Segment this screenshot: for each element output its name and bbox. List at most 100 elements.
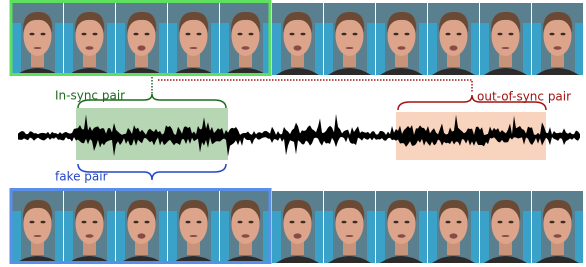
frame-left-panel (532, 23, 541, 75)
frame-right-panel (471, 23, 479, 75)
eye (134, 33, 139, 36)
eye (446, 33, 451, 36)
mouth (34, 235, 42, 237)
frame-left-panel (168, 23, 177, 75)
video-frame (532, 191, 583, 263)
eye (550, 33, 555, 36)
frame-right-panel (523, 23, 531, 75)
mouth (34, 47, 42, 49)
frame-left-panel (12, 23, 21, 75)
eye (197, 221, 202, 224)
frame-left-panel (428, 211, 437, 263)
eye (186, 33, 191, 36)
video-frame (428, 191, 479, 263)
frame-right-panel (107, 211, 115, 263)
video-frame (220, 3, 271, 75)
frame-left-panel (64, 211, 73, 263)
video-frame (12, 191, 63, 263)
frame-left-panel (532, 211, 541, 263)
frame-right-panel (367, 23, 375, 75)
video-frame (272, 3, 323, 75)
eye (186, 221, 191, 224)
eye (498, 33, 503, 36)
eye (30, 221, 35, 224)
eye (197, 33, 202, 36)
frame-right-panel (55, 211, 63, 263)
mouth (502, 235, 510, 237)
mouth (346, 47, 354, 49)
eye (238, 33, 243, 36)
eye (82, 33, 87, 36)
mouth (190, 235, 198, 237)
eye (405, 33, 410, 36)
eye (353, 33, 358, 36)
mouth (346, 235, 354, 237)
eye (394, 221, 399, 224)
eye (249, 33, 254, 36)
mouth (138, 233, 146, 238)
video-frame (64, 191, 115, 263)
mouth (294, 45, 302, 50)
frame-left-panel (220, 23, 229, 75)
video-frame (220, 191, 271, 263)
eye (82, 221, 87, 224)
mouth (86, 46, 94, 50)
frame-right-panel (159, 23, 167, 75)
video-frame (168, 3, 219, 75)
video-frame (168, 191, 219, 263)
mouth (190, 47, 198, 49)
video-frame (324, 3, 375, 75)
diagram: In-sync pair out-of-sync pair fake pair (0, 0, 586, 267)
frame-left-panel (64, 23, 73, 75)
fake-label: fake pair (55, 170, 108, 184)
frame-right-panel (575, 23, 583, 75)
mouth (554, 234, 562, 238)
eye (394, 33, 399, 36)
frame-left-panel (376, 211, 385, 263)
frame-right-panel (315, 23, 323, 75)
eye (145, 221, 150, 224)
mouth (138, 45, 146, 50)
frame-left-panel (324, 211, 333, 263)
eye (405, 221, 410, 224)
eye (457, 33, 462, 36)
eye (509, 33, 514, 36)
video-frame (480, 3, 531, 75)
mouth (86, 234, 94, 238)
eye (301, 221, 306, 224)
out-of-sync-label: out-of-sync pair (477, 90, 571, 104)
frame-right-panel (211, 211, 219, 263)
eye (134, 221, 139, 224)
mouth (242, 46, 250, 50)
eye (446, 221, 451, 224)
page: {"labels": {"in_sync": "In-sync pair", "… (0, 0, 586, 267)
frame-left-panel (272, 23, 281, 75)
frame-left-panel (480, 23, 489, 75)
video-frame (532, 3, 583, 75)
eye (93, 33, 98, 36)
frame-right-panel (315, 211, 323, 263)
eye (342, 221, 347, 224)
frame-left-panel (324, 23, 333, 75)
eye (509, 221, 514, 224)
eye (30, 33, 35, 36)
bottom-video-frames (12, 191, 583, 263)
mouth (502, 47, 510, 49)
frame-left-panel (116, 23, 125, 75)
frame-left-panel (428, 23, 437, 75)
eye (290, 221, 295, 224)
frame-right-panel (419, 211, 427, 263)
frame-right-panel (575, 211, 583, 263)
video-frame (376, 3, 427, 75)
eye (145, 33, 150, 36)
video-frame (116, 191, 167, 263)
eye (561, 221, 566, 224)
frame-left-panel (376, 23, 385, 75)
frame-right-panel (367, 211, 375, 263)
eye (249, 221, 254, 224)
mouth (398, 234, 406, 238)
video-frame (428, 3, 479, 75)
out-of-sync-connector (158, 80, 472, 92)
frame-left-panel (272, 211, 281, 263)
in-sync-label: In-sync pair (55, 89, 125, 103)
